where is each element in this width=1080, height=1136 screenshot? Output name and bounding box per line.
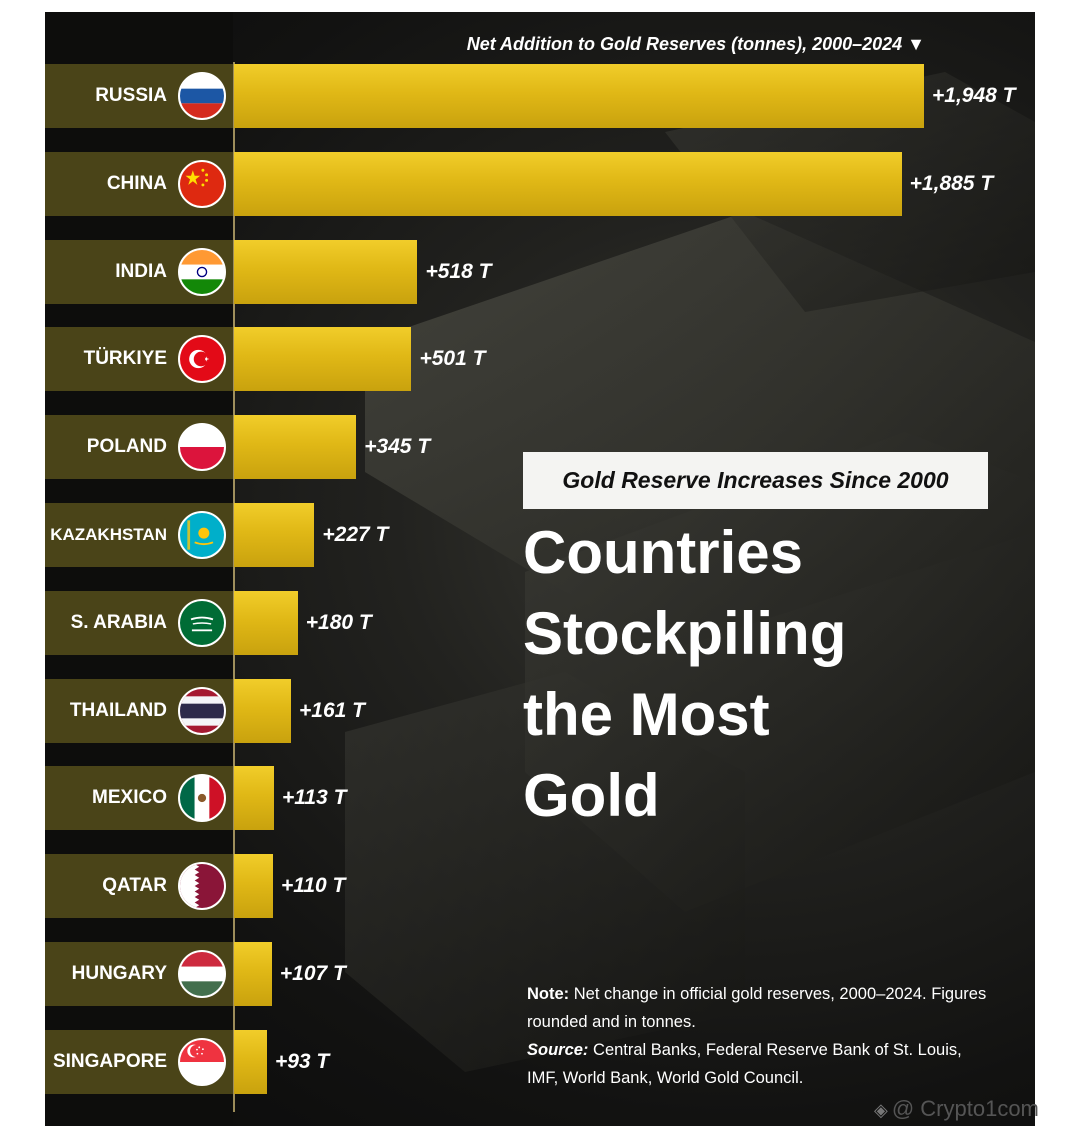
country-label: SINGAPORE <box>52 1050 167 1072</box>
bar-row: THAILAND +161 T <box>45 678 1035 743</box>
bar <box>234 766 275 831</box>
country-label: TÜRKIYE <box>83 348 167 370</box>
turkiye-flag-icon <box>178 335 226 384</box>
kazakhstan-flag-icon <box>178 511 226 559</box>
country-label-box: INDIA <box>45 239 233 304</box>
bar <box>234 942 272 1006</box>
bar-row: INDIA +518 T <box>45 239 1035 304</box>
headline-line: Countries <box>523 519 804 586</box>
bar <box>234 415 357 480</box>
country-label: MEXICO <box>92 787 167 809</box>
subtitle-box: Gold Reserve Increases Since 2000 <box>523 452 988 509</box>
country-label-box: TÜRKIYE <box>45 327 233 392</box>
country-label-box: RUSSIA <box>45 64 233 128</box>
value-label: +107 T <box>279 962 346 985</box>
bar <box>234 1029 267 1094</box>
country-label: THAILAND <box>69 699 167 721</box>
bar-row: KAZAKHSTAN +227 T <box>45 503 1035 567</box>
bar <box>234 678 292 743</box>
country-label-box: THAILAND <box>45 678 233 743</box>
headline-line: the Most <box>523 681 770 748</box>
thailand-flag-icon <box>178 686 226 735</box>
value-label: +161 T <box>299 698 365 722</box>
bar <box>234 854 273 919</box>
country-label-box: HUNGARY <box>45 942 233 1006</box>
watermark-text: @ Crypto1com <box>891 1096 1039 1121</box>
source-text: Central Banks, Federal Reserve Bank of S… <box>527 1041 962 1087</box>
country-label: S. ARABIA <box>70 611 167 633</box>
qatar-flag-icon <box>178 862 226 911</box>
country-label: RUSSIA <box>95 85 167 106</box>
bar-row: TÜRKIYE +501 T <box>45 327 1035 392</box>
country-label-box: MEXICO <box>45 766 233 831</box>
country-label-box: QATAR <box>45 854 233 919</box>
bar-row: MEXICO +113 T <box>45 766 1035 831</box>
bar-row: RUSSIA +1,948 T <box>45 64 1035 128</box>
infographic-poster: Net Addition to Gold Reserves (tonnes), … <box>45 12 1035 1126</box>
axis-baseline <box>233 62 235 1112</box>
country-label-box: POLAND <box>45 415 233 480</box>
bar-row: POLAND +345 T <box>45 415 1035 480</box>
bar-row: S. ARABIA +180 T <box>45 590 1035 655</box>
source-label: Source: <box>527 1041 589 1059</box>
value-label: +501 T <box>419 347 486 371</box>
note-label: Note: <box>527 985 570 1003</box>
country-label-box: S. ARABIA <box>45 590 233 655</box>
value-label: +180 T <box>305 610 372 634</box>
bar <box>234 64 924 128</box>
value-label: +227 T <box>322 523 389 546</box>
china-flag-icon <box>178 159 226 208</box>
country-label-box: SINGAPORE <box>45 1029 233 1094</box>
country-label: HUNGARY <box>71 963 167 984</box>
headline: Countries Stockpiling the Most Gold <box>523 512 1003 836</box>
value-label: +345 T <box>364 435 431 459</box>
country-label-box: CHINA <box>45 151 233 216</box>
poland-flag-icon <box>178 423 226 472</box>
singapore-flag-icon <box>178 1037 226 1086</box>
country-label: INDIA <box>115 260 167 282</box>
bar-row: CHINA +1,885 T <box>45 151 1035 216</box>
country-label: KAZAKHSTAN <box>50 525 167 544</box>
watermark: ◈ @ Crypto1com <box>874 1096 1039 1122</box>
bar-row: SINGAPORE +93 T <box>45 1029 1035 1094</box>
bar-row: HUNGARY +107 T <box>45 942 1035 1006</box>
value-label: +93 T <box>274 1049 330 1073</box>
saudi-arabia-flag-icon <box>178 598 226 647</box>
note-text: Net change in official gold reserves, 20… <box>527 985 987 1031</box>
country-label: QATAR <box>102 875 167 897</box>
russia-flag-icon <box>178 72 226 120</box>
value-label: +1,885 T <box>909 171 994 195</box>
headline-line: Gold <box>523 762 660 829</box>
country-label-box: KAZAKHSTAN <box>45 503 233 567</box>
gold-bars-background <box>345 72 1035 1072</box>
value-label: +113 T <box>282 786 347 810</box>
india-flag-icon <box>178 247 226 296</box>
value-label: +110 T <box>280 874 346 898</box>
value-label: +518 T <box>425 259 492 283</box>
bar <box>234 503 315 567</box>
bar <box>234 327 412 392</box>
value-label: +1,948 T <box>932 84 1016 107</box>
bar <box>234 151 902 216</box>
bar-row: QATAR +110 T <box>45 854 1035 919</box>
bar <box>234 590 298 655</box>
headline-line: Stockpiling <box>523 600 847 667</box>
country-label: CHINA <box>106 172 167 194</box>
hungary-flag-icon <box>178 950 226 998</box>
axis-title: Net Addition to Gold Reserves (tonnes), … <box>466 34 925 54</box>
country-label: POLAND <box>86 436 167 458</box>
binance-logo-icon: ◈ <box>874 1100 888 1120</box>
bar <box>234 239 418 304</box>
mexico-flag-icon <box>178 774 226 823</box>
note-block: Note: Net change in official gold reserv… <box>527 980 997 1092</box>
